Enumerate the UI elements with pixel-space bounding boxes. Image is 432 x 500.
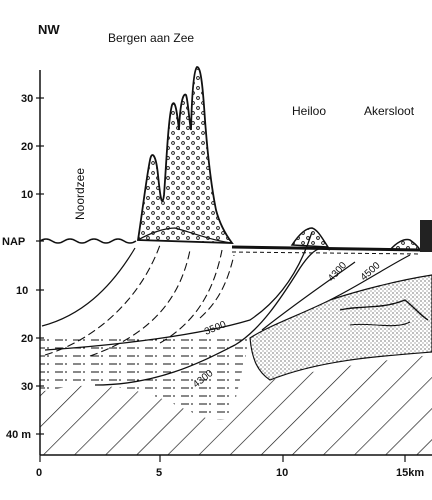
dune-base-line [137,227,233,244]
contour-4300-lower-line [94,247,331,386]
contour-label-4300-upper: 4300 [326,260,349,284]
x-tick-label: 10 [276,467,288,479]
land-surface-line-2 [231,251,421,255]
y-tick-label: 30 [21,93,33,105]
sea-label: Noordzee [73,168,87,220]
contour-4300-upper-line [261,261,356,331]
sand-body-layer [249,274,432,381]
direction-label: NW [38,22,60,37]
y-tick-label: 10 [16,285,28,297]
y-tick-label: 40 m [6,429,31,441]
sand-lens-1 [339,299,429,321]
sea-surface-line [39,238,137,244]
clay-layer [40,338,250,420]
y-tick-label: 20 [21,333,33,345]
age-contour-5 [199,254,235,319]
right-structure [420,220,432,252]
basement-layer [40,355,432,455]
akersloot-dune [388,238,422,251]
age-contour-4 [159,249,223,344]
place-label-akersloot: Akersloot [364,104,415,118]
age-contour-3 [89,249,191,357]
sand-lens-2 [349,321,411,327]
contour-3500-line [44,231,313,351]
place-label-bergen: Bergen aan Zee [108,31,194,45]
x-tick-label: 0 [36,467,42,479]
y-tick-label: 10 [21,189,33,201]
place-label-heiloo: Heiloo [292,104,326,118]
age-contour-1 [41,247,136,327]
contour-label-4500: 4500 [359,260,383,283]
y-tick-label: 30 [21,381,33,393]
y-tick-label: 20 [21,141,33,153]
nap-label: NAP [2,236,25,248]
x-tick-label: 15km [396,467,424,479]
contour-label-3500: 3500 [203,319,228,338]
contour-4500-line [329,254,411,301]
dune-body [136,66,234,244]
x-tick-label: 5 [156,467,162,479]
